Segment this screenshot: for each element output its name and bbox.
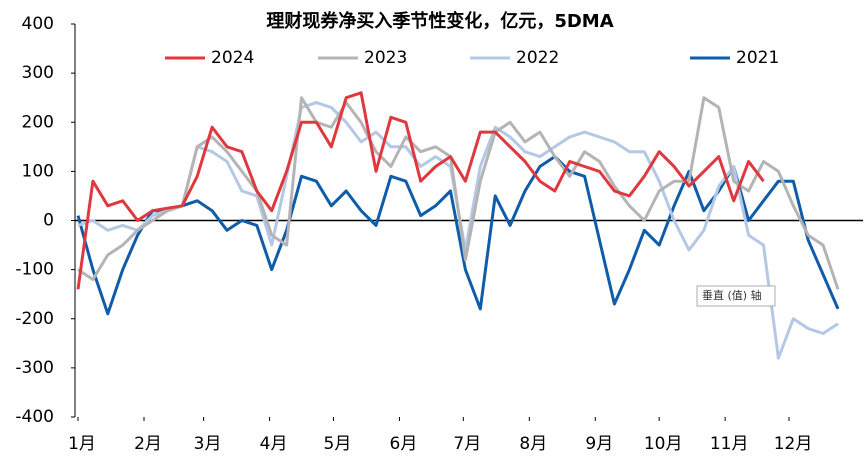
- legend-label: 2021: [736, 48, 779, 68]
- series-line: [76, 91, 765, 290]
- x-tick-label: 7月: [453, 434, 481, 454]
- tooltip-text: 垂直 (值) 轴: [702, 288, 762, 302]
- legend-label: 2024: [211, 48, 254, 68]
- y-tick-label: -100: [15, 260, 54, 280]
- legend-label: 2022: [516, 48, 559, 68]
- y-tick-label: -300: [15, 358, 54, 378]
- x-tick-label: 8月: [519, 434, 547, 454]
- x-tick-label: 3月: [194, 434, 222, 454]
- tooltip-box: [696, 285, 776, 307]
- x-tick-label: 12月: [774, 434, 813, 454]
- y-tick-label: 100: [22, 161, 54, 181]
- x-tick-label: 4月: [260, 434, 288, 454]
- x-tick-label: 6月: [390, 434, 418, 454]
- x-tick-label: 10月: [644, 434, 683, 454]
- x-tick-label: 9月: [585, 434, 613, 454]
- x-tick-label: 2月: [134, 434, 162, 454]
- y-tick-label: 400: [22, 14, 54, 34]
- y-tick-label: 200: [22, 112, 54, 132]
- series-line: [77, 96, 840, 290]
- y-tick-label: 0: [43, 211, 54, 231]
- x-tick-label: 5月: [324, 434, 352, 454]
- legend-label: 2023: [364, 48, 407, 68]
- tooltip: 垂直 (值) 轴: [696, 285, 776, 307]
- series-line: [76, 155, 840, 316]
- y-tick-label: -400: [15, 407, 54, 427]
- chart-title: 理财现券净买入季节性变化，亿元，5DMA: [266, 10, 613, 32]
- y-tick-label: 300: [22, 63, 54, 83]
- x-tick-label: 1月: [68, 434, 96, 454]
- x-tick-label: 11月: [710, 434, 749, 454]
- y-tick-label: -200: [15, 309, 54, 329]
